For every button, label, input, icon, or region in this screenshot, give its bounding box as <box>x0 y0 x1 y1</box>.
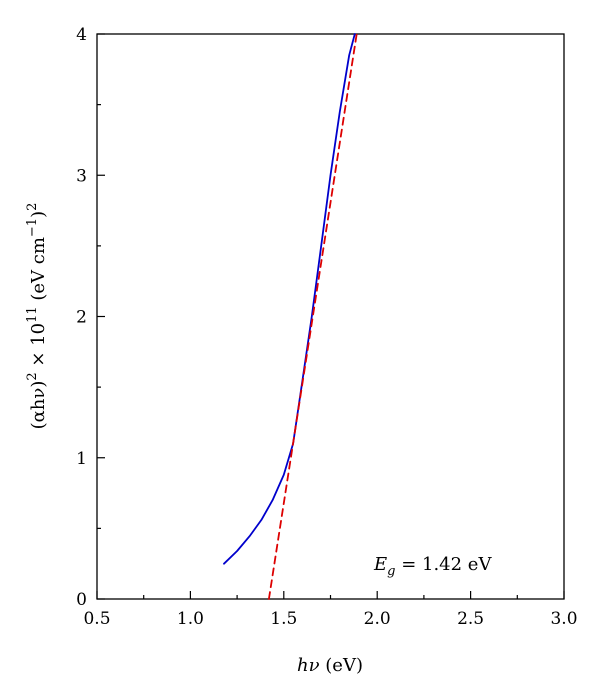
x-tick-label: 1.0 <box>177 609 204 629</box>
y-axis-title-superscript: 2 <box>25 203 40 211</box>
y-axis-title-part: ) <box>28 211 49 218</box>
y-axis-title-superscript: 2 <box>25 372 40 380</box>
x-tick-label: 0.5 <box>83 609 110 629</box>
y-tick-label: 0 <box>76 590 87 610</box>
x-axis-title: hν (eV) <box>297 655 363 676</box>
y-axis-title-part: (αhν) <box>28 381 49 430</box>
absorption-curve <box>223 33 356 565</box>
y-axis-title-superscript: −1 <box>25 218 40 237</box>
y-tick-label: 4 <box>76 25 87 45</box>
y-tick-label: 1 <box>76 449 87 469</box>
y-axis-title-part: × 10 <box>28 323 49 372</box>
series-layer <box>223 33 358 600</box>
tangent-fit-line <box>267 33 358 600</box>
x-tick-label: 2.0 <box>364 609 391 629</box>
ticks: 0.5 1.0 1.5 2.0 2.5 3.0 0 1 2 3 4 <box>76 25 577 629</box>
x-tick-label: 3.0 <box>550 609 577 629</box>
x-tick-label: 1.5 <box>270 609 297 629</box>
x-tick-label: 2.5 <box>457 609 484 629</box>
annotation-value: = 1.42 eV <box>395 554 492 575</box>
annotation-subscript: g <box>387 564 395 579</box>
y-tick-label: 2 <box>76 308 87 328</box>
y-tick-label: 3 <box>76 166 87 186</box>
y-axis-title: (αhν)2 × 1011 (eV cm−1)2 <box>25 203 49 430</box>
bandgap-annotation: Eg = 1.42 eV <box>373 554 492 579</box>
x-axis-title-unit: (eV) <box>320 655 363 676</box>
plot-frame <box>96 33 565 600</box>
y-axis-title-superscript: 11 <box>25 306 40 323</box>
annotation-symbol: E <box>373 554 387 575</box>
y-axis-title-part: (eV cm <box>28 237 49 306</box>
x-axis-title-var: hν <box>297 655 320 676</box>
